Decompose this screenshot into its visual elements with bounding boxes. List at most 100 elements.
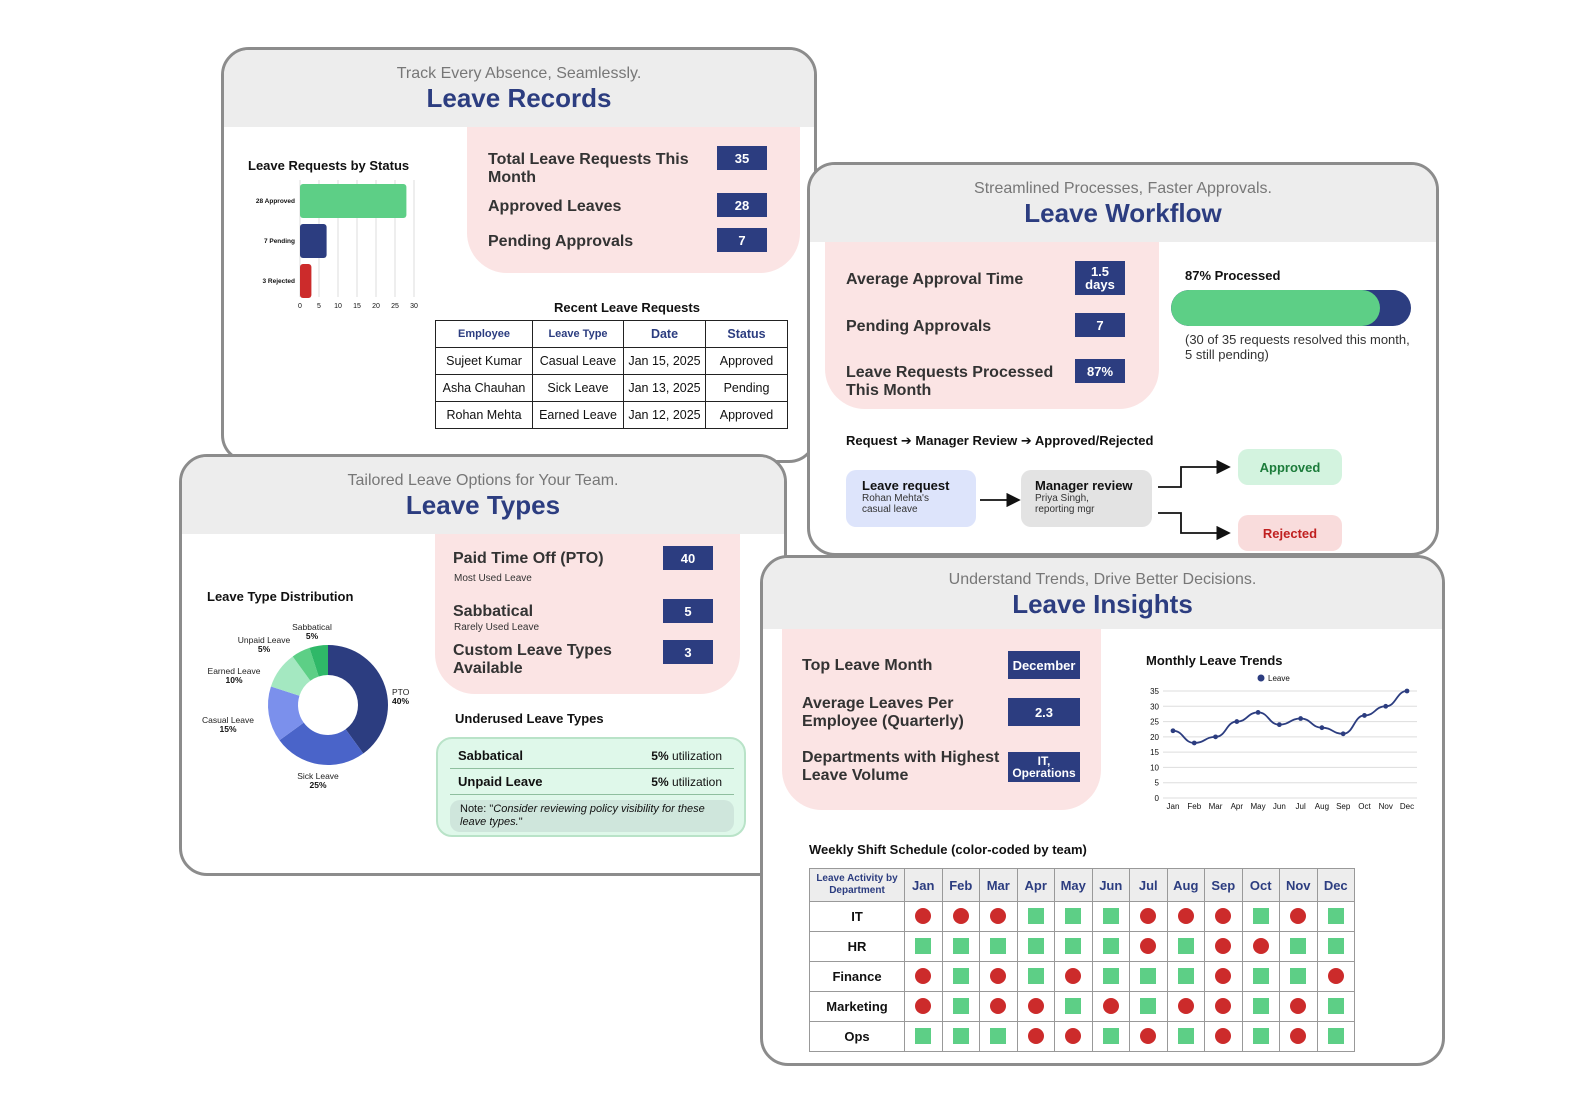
line-point	[1298, 716, 1304, 721]
monthly-trend-line-chart: 0 5 10 15 20 25 30 35 Jan Feb Mar Apr May Jun Jul Aug Se…	[1150, 674, 1417, 811]
leave-marker-red-circle	[1215, 1028, 1232, 1045]
leave-marker-green-square	[1140, 968, 1157, 985]
schedule-cell	[1279, 931, 1318, 962]
leave-marker-green-square	[1290, 968, 1307, 985]
leave-marker-green-square	[1102, 1028, 1119, 1045]
schedule-cell	[1204, 901, 1243, 932]
table-row: Asha Chauhan Sick Leave Jan 13, 2025 Pen…	[435, 374, 788, 402]
line-y-tick-label: 30	[1150, 702, 1159, 711]
schedule-cell	[1054, 1021, 1093, 1052]
schedule-cell	[1129, 1021, 1168, 1052]
stat-processed-value: 87%	[1075, 359, 1125, 383]
flow-arrows	[980, 459, 1231, 541]
line-x-tick-label: Sep	[1336, 802, 1351, 811]
schedule-dept: HR	[809, 931, 905, 962]
leave-marker-green-square	[1027, 968, 1044, 985]
flow-node-sub: Priya Singh, reporting mgr	[1035, 493, 1095, 515]
trend-chart-title: Monthly Leave Trends	[1146, 653, 1283, 668]
leave-marker-red-circle	[1327, 968, 1344, 985]
leave-marker-red-circle	[1140, 908, 1157, 925]
leave-marker-red-circle	[1215, 968, 1232, 985]
schedule-corner: Leave Activity by Department	[809, 868, 905, 902]
underused-pct: 5% utilization	[651, 749, 722, 763]
schedule-cell	[941, 961, 980, 992]
leave-marker-red-circle	[1140, 938, 1157, 955]
schedule-cell	[1316, 901, 1355, 932]
stat-wf-pending-label: Pending Approvals	[846, 318, 992, 335]
leave-marker-green-square	[1327, 908, 1344, 925]
flow-node-sub: Rohan Mehta's casual leave	[862, 493, 929, 515]
cell: Asha Chauhan	[435, 374, 533, 402]
schedule-cell	[1316, 961, 1355, 992]
schedule-cell	[979, 901, 1018, 932]
stat-total-value: 35	[717, 146, 767, 170]
flow-title: Request ➔ Manager Review ➔ Approved/Reje…	[846, 433, 1154, 448]
line-x-tick-label: Jun	[1273, 802, 1286, 811]
bar-x-tick-label: 5	[317, 303, 321, 310]
schedule-cell	[1166, 961, 1205, 992]
leave-marker-red-circle	[915, 998, 932, 1015]
leave-marker-red-circle	[1215, 938, 1232, 955]
schedule-dept: Marketing	[809, 991, 905, 1022]
schedule-cell	[1316, 1021, 1355, 1052]
bar-label: 7 Pending	[264, 238, 295, 245]
line-x-tick-label: Nov	[1379, 802, 1393, 811]
leave-marker-green-square	[1102, 968, 1119, 985]
schedule-row: IT	[809, 901, 1355, 932]
leave-marker-red-circle	[1065, 1028, 1082, 1045]
underused-note: Note: "Consider reviewing policy visibil…	[450, 800, 734, 832]
stat-departments-value: IT, Operations	[1008, 752, 1080, 782]
schedule-cell	[904, 1021, 943, 1052]
line-point	[1170, 728, 1176, 734]
leave-marker-red-circle	[1252, 938, 1269, 955]
schedule-cell	[1241, 1021, 1280, 1052]
bar-rejected	[300, 264, 312, 298]
progress-label: 87% Processed	[1185, 268, 1281, 283]
leave-marker-green-square	[915, 938, 932, 955]
underused-row: Sabbatical 5% utilization	[450, 745, 734, 769]
leave-marker-green-square	[1102, 908, 1119, 925]
schedule-cell	[1241, 961, 1280, 992]
schedule-cell	[1054, 901, 1093, 932]
line-y-tick-label: 15	[1150, 748, 1159, 757]
leave-workflow-header: Streamlined Processes, Faster Approvals.…	[810, 165, 1436, 242]
col-date: Date	[623, 320, 706, 348]
schedule-cell	[1279, 1021, 1318, 1052]
leave-insights-subtitle: Understand Trends, Drive Better Decision…	[948, 571, 1257, 588]
leave-insights-title: Leave Insights	[1012, 589, 1193, 619]
leave-marker-green-square	[1177, 968, 1194, 985]
line-point	[1340, 731, 1346, 737]
leave-marker-red-circle	[1215, 908, 1232, 925]
schedule-cell	[1241, 991, 1280, 1022]
stat-avg-leaves-label: Average Leaves Per Employee (Quarterly)	[802, 695, 964, 730]
leave-marker-red-circle	[1065, 968, 1082, 985]
stat-pto-label: Paid Time Off (PTO)	[453, 550, 604, 567]
note-text: Consider reviewing policy visibility for…	[460, 803, 705, 828]
schedule-cell	[979, 961, 1018, 992]
leave-marker-red-circle	[1140, 1028, 1157, 1045]
line-point	[1404, 688, 1410, 694]
leave-marker-green-square	[1065, 908, 1082, 925]
leave-marker-green-square	[1252, 1028, 1269, 1045]
line-x-tick-label: Oct	[1358, 802, 1371, 811]
underused-pct-unit: utilization	[671, 749, 722, 763]
schedule-month-header: Feb	[941, 868, 980, 902]
schedule-title: Weekly Shift Schedule (color-coded by te…	[809, 842, 1087, 857]
donut-slice-value: 10%	[225, 675, 242, 685]
line-y-tick-label: 35	[1150, 687, 1159, 696]
bar-approved	[300, 184, 407, 218]
schedule-cell	[1091, 901, 1130, 932]
bar-label: 28 Approved	[256, 198, 295, 205]
stat-approval-time-label: Average Approval Time	[846, 271, 1024, 288]
stat-sabbatical-label: Sabbatical	[453, 603, 534, 620]
flow-node-title: Leave request	[862, 478, 950, 493]
col-status: Status	[705, 320, 788, 348]
recent-requests-title: Recent Leave Requests	[554, 300, 700, 315]
cell: Jan 13, 2025	[623, 374, 706, 402]
leave-marker-green-square	[952, 938, 969, 955]
schedule-month-header: May	[1054, 868, 1093, 902]
leave-marker-green-square	[1027, 908, 1044, 925]
stat-top-month-label: Top Leave Month	[802, 657, 933, 674]
schedule-cell	[1316, 991, 1355, 1022]
